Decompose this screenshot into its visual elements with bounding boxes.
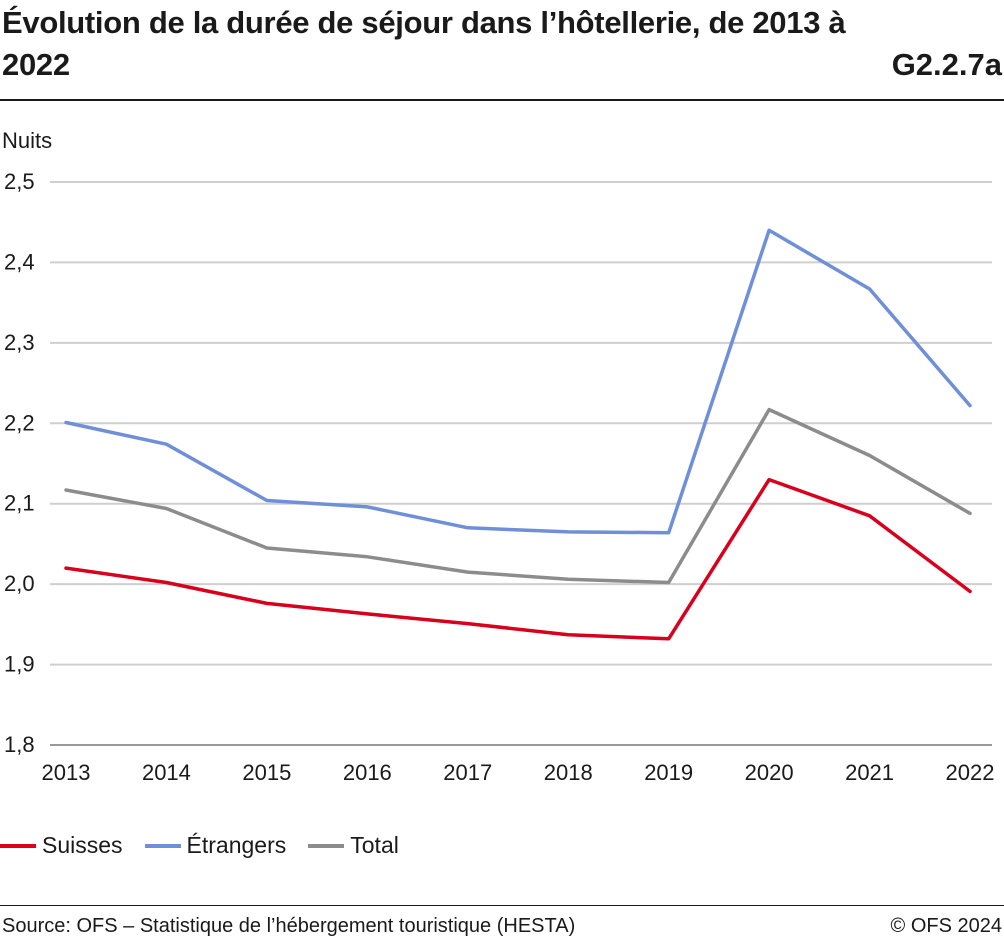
chart-code: G2.2.7a bbox=[891, 47, 1002, 82]
chart-title: Évolution de la durée de séjour dans l’h… bbox=[2, 5, 846, 82]
legend-item-suisses: Suisses bbox=[0, 832, 123, 859]
y-tick-label: 2,2 bbox=[4, 410, 35, 435]
y-tick-label: 1,9 bbox=[4, 652, 35, 677]
x-tick-label: 2019 bbox=[644, 760, 693, 785]
x-tick-labels: 2013 2014 2015 2016 2017 2018 2019 2020 2021 2022 bbox=[42, 760, 995, 785]
y-tick-labels: 1,8 1,9 2,0 2,1 2,2 2,3 2,4 2,5 bbox=[4, 169, 35, 757]
y-tick-label: 2,0 bbox=[4, 571, 35, 596]
y-tick-label: 2,1 bbox=[4, 491, 35, 516]
legend-swatch-suisses bbox=[0, 843, 36, 848]
series-line-étrangers bbox=[64, 228, 972, 535]
y-tick-label: 2,3 bbox=[4, 330, 35, 355]
legend-swatch-etrangers bbox=[144, 843, 181, 848]
x-tick-label: 2016 bbox=[343, 760, 392, 785]
x-tick-label: 2015 bbox=[242, 760, 291, 785]
legend-label-etrangers: Étrangers bbox=[186, 832, 287, 858]
x-tick-label: 2013 bbox=[42, 760, 91, 785]
copyright-note: © OFS 2024 bbox=[890, 915, 1002, 937]
x-tick-label: 2022 bbox=[946, 760, 995, 785]
gridlines bbox=[50, 181, 992, 746]
legend-label-total: Total bbox=[350, 832, 399, 858]
x-tick-label: 2020 bbox=[745, 760, 794, 785]
x-tick-label: 2017 bbox=[443, 760, 492, 785]
x-tick-label: 2021 bbox=[845, 760, 894, 785]
source-note: Source: OFS – Statistique de l’hébergeme… bbox=[2, 915, 576, 937]
legend: Suisses Étrangers Total bbox=[0, 832, 421, 859]
legend-label-suisses: Suisses bbox=[42, 832, 123, 858]
legend-item-etrangers: Étrangers bbox=[144, 832, 287, 859]
legend-swatch-total bbox=[308, 843, 345, 848]
x-tick-label: 2014 bbox=[142, 760, 191, 785]
footer-rule bbox=[0, 905, 1004, 906]
header-rule bbox=[0, 99, 1004, 101]
series-line-total bbox=[64, 407, 972, 585]
series-lines bbox=[64, 228, 972, 641]
y-tick-label: 2,4 bbox=[4, 249, 35, 274]
y-axis-label: Nuits bbox=[2, 128, 53, 153]
series-line-suisses bbox=[64, 477, 972, 641]
y-tick-label: 1,8 bbox=[4, 732, 35, 757]
x-tick-label: 2018 bbox=[544, 760, 593, 785]
legend-item-total: Total bbox=[308, 832, 399, 859]
y-tick-label: 2,5 bbox=[4, 169, 35, 194]
